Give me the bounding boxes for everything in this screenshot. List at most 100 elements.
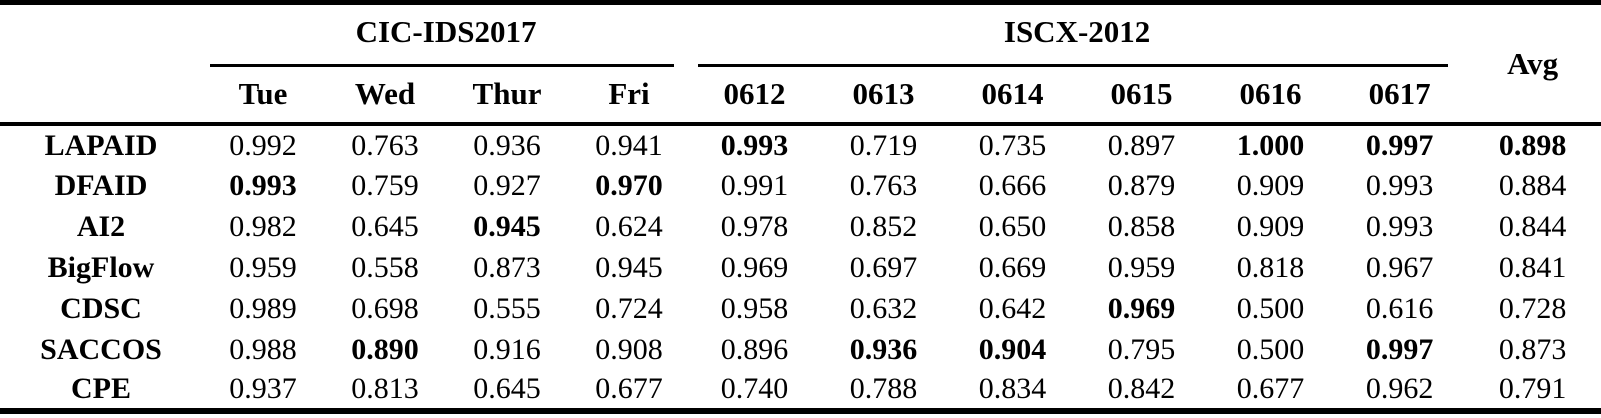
column-header-0615: 0615 [1077, 66, 1207, 127]
table-row: SACCOS 0.988 0.890 0.916 0.908 0.896 0.936 0.90… [0, 329, 1601, 370]
value-cell: 0.993 [1365, 168, 1434, 202]
value-cell: 0.993 [1365, 209, 1434, 243]
value-cell: 0.558 [351, 250, 419, 284]
value-cell: 0.978 [720, 209, 789, 243]
value-cell: 0.969 [1107, 291, 1176, 325]
table-body: LAPAID 0.992 0.763 0.936 0.941 0.993 0.719 0.73… [0, 124, 1601, 411]
avg-value-cell: 0.873 [1498, 332, 1567, 366]
value-cell: 0.650 [978, 209, 1047, 243]
value-cell: 0.991 [720, 168, 789, 202]
value-cell: 0.945 [473, 209, 541, 243]
value-cell: 0.997 [1365, 128, 1434, 162]
value-cell: 0.916 [473, 332, 541, 366]
avg-value-cell: 0.728 [1498, 291, 1567, 325]
value-cell: 0.993 [229, 168, 297, 202]
row-label-dfaid: DFAID [54, 168, 148, 202]
avg-value-cell: 0.884 [1498, 168, 1567, 202]
value-cell: 0.896 [720, 332, 789, 366]
value-cell: 0.763 [849, 168, 918, 202]
table-row: CPE 0.937 0.813 0.645 0.677 0.740 0.788 0.834 0.… [0, 370, 1601, 411]
column-header-thur: Thur [446, 66, 568, 127]
row-label-ai2: AI2 [76, 209, 126, 243]
column-header-wed: Wed [324, 66, 446, 127]
row-label-bigflow: BigFlow [47, 250, 155, 284]
table-header: CIC-IDS2017 ISCX-2012 Avg Tue Wed Thur F… [0, 2, 1601, 127]
value-cell: 0.941 [595, 128, 663, 162]
column-header-0616: 0616 [1206, 66, 1336, 127]
table-row: AI2 0.982 0.645 0.945 0.624 0.978 0.852 0.650 0.… [0, 206, 1601, 247]
table-row: BigFlow 0.959 0.558 0.873 0.945 0.969 0.697 0.6… [0, 247, 1601, 288]
corner-cell [0, 3, 202, 67]
avg-value-cell: 0.898 [1498, 128, 1567, 162]
value-cell: 0.669 [978, 250, 1047, 284]
value-cell: 0.989 [229, 291, 297, 325]
value-cell: 0.500 [1236, 332, 1305, 366]
value-cell: 0.698 [351, 291, 419, 325]
value-cell: 0.632 [849, 291, 918, 325]
table-row: LAPAID 0.992 0.763 0.936 0.941 0.993 0.719 0.73… [0, 124, 1601, 165]
column-header-row: Tue Wed Thur Fri 0612 0613 0614 0615 061… [0, 66, 1601, 127]
corner-cell-2 [0, 66, 202, 127]
value-cell: 0.500 [1236, 291, 1305, 325]
row-label-lapaid: LAPAID [44, 128, 158, 162]
table-row: DFAID 0.993 0.759 0.927 0.970 0.991 0.763 0.666… [0, 165, 1601, 206]
value-cell: 0.813 [351, 372, 419, 406]
value-cell: 0.873 [473, 250, 541, 284]
group-header-cic-ids2017: CIC-IDS2017 [202, 3, 690, 67]
value-cell: 0.642 [978, 291, 1047, 325]
value-cell: 0.624 [595, 209, 663, 243]
value-cell: 0.992 [229, 128, 297, 162]
column-header-0614: 0614 [948, 66, 1078, 127]
value-cell: 0.858 [1107, 209, 1176, 243]
value-cell: 0.795 [1107, 332, 1176, 366]
value-cell: 0.967 [1365, 250, 1434, 284]
value-cell: 0.788 [849, 372, 918, 406]
value-cell: 0.724 [595, 291, 663, 325]
value-cell: 0.937 [229, 372, 297, 406]
value-cell: 0.616 [1365, 291, 1434, 325]
value-cell: 0.842 [1107, 372, 1176, 406]
value-cell: 0.759 [351, 168, 419, 202]
value-cell: 0.936 [473, 128, 541, 162]
row-label-saccos: SACCOS [40, 332, 162, 366]
column-header-tue: Tue [202, 66, 324, 127]
value-cell: 0.945 [595, 250, 663, 284]
avg-value-cell: 0.844 [1498, 209, 1567, 243]
value-cell: 0.697 [849, 250, 918, 284]
value-cell: 0.904 [978, 332, 1047, 366]
value-cell: 0.909 [1236, 209, 1305, 243]
avg-value-cell: 0.841 [1498, 250, 1567, 284]
value-cell: 0.908 [595, 332, 663, 366]
value-cell: 0.677 [1236, 372, 1305, 406]
column-header-fri: Fri [568, 66, 691, 127]
value-cell: 0.982 [229, 209, 297, 243]
value-cell: 0.897 [1107, 128, 1176, 162]
column-header-0612: 0612 [690, 66, 820, 127]
row-label-cpe: CPE [71, 372, 131, 406]
value-cell: 0.890 [351, 332, 419, 366]
value-cell: 0.834 [978, 372, 1047, 406]
value-cell: 0.763 [351, 128, 419, 162]
value-cell: 0.879 [1107, 168, 1176, 202]
value-cell: 0.740 [720, 372, 789, 406]
avg-value-cell: 0.791 [1498, 372, 1567, 406]
value-cell: 0.997 [1365, 332, 1434, 366]
value-cell: 0.555 [473, 291, 541, 325]
group-header-row: CIC-IDS2017 ISCX-2012 Avg [0, 2, 1601, 127]
value-cell: 1.000 [1236, 128, 1305, 162]
value-cell: 0.988 [229, 332, 297, 366]
value-cell: 0.735 [978, 128, 1047, 162]
column-header-0613: 0613 [819, 66, 949, 127]
column-header-avg: Avg [1464, 2, 1601, 127]
value-cell: 0.818 [1236, 250, 1305, 284]
column-header-0617: 0617 [1335, 66, 1465, 127]
value-cell: 0.645 [351, 209, 419, 243]
value-cell: 0.936 [849, 332, 918, 366]
value-cell: 0.959 [1107, 250, 1176, 284]
row-label-cdsc: CDSC [60, 291, 142, 325]
value-cell: 0.852 [849, 209, 918, 243]
value-cell: 0.993 [720, 128, 789, 162]
value-cell: 0.645 [473, 372, 541, 406]
value-cell: 0.962 [1365, 372, 1434, 406]
